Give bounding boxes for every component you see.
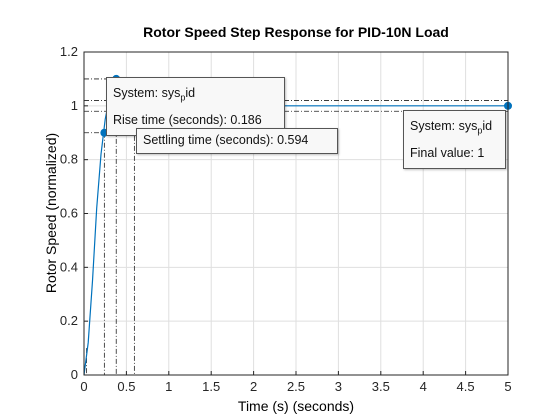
x-tick-label: 3.5	[372, 379, 390, 394]
final-value-line: Final value: 1	[410, 145, 485, 160]
y-tick-label: 0	[71, 367, 78, 382]
final-value-datatip[interactable]: System: syspid Final value: 1	[403, 110, 506, 169]
settling-time-datatip[interactable]: Settling time (seconds): 0.594	[136, 128, 338, 154]
y-axis-label: Rotor Speed (normalized)	[43, 133, 59, 293]
settling-time-line: Settling time (seconds): 0.594	[143, 133, 309, 147]
final-system-line: System: syspid	[410, 119, 493, 136]
rise-time-line: Rise time (seconds): 0.186	[113, 112, 262, 127]
x-tick-label: 5	[504, 379, 511, 394]
rise-system-line: System: syspid	[113, 86, 196, 103]
x-axis-label: Time (s) (seconds)	[238, 398, 354, 414]
x-tick-label: 4	[420, 379, 427, 394]
rise-time-datatip[interactable]: System: syspid Rise time (seconds): 0.18…	[106, 77, 285, 136]
y-tick-label: 1	[71, 98, 78, 113]
x-tick-label: 1	[165, 379, 172, 394]
chart-title: Rotor Speed Step Response for PID-10N Lo…	[143, 24, 449, 40]
y-tick-label: 0.4	[60, 259, 78, 274]
tick-group: 0 0.5 1 1.5 2 2.5 3 3.5 4 4.5 5 0 0.2 0.4 0.6 0.8 1 1.2	[60, 44, 512, 394]
x-tick-label: 2	[250, 379, 257, 394]
y-tick-label: 0.2	[60, 313, 78, 328]
x-tick-label: 4.5	[457, 379, 475, 394]
x-tick-label: 3	[335, 379, 342, 394]
x-tick-label: 2.5	[287, 379, 305, 394]
y-tick-label: 0.6	[60, 206, 78, 221]
y-tick-label: 0.8	[60, 152, 78, 167]
x-tick-label: 0	[80, 379, 87, 394]
x-tick-label: 1.5	[202, 379, 220, 394]
x-tick-label: 0.5	[117, 379, 135, 394]
y-tick-label: 1.2	[60, 44, 78, 59]
